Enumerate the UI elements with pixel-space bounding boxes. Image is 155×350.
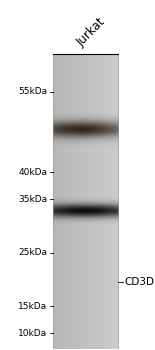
- Text: Jurkat: Jurkat: [74, 15, 108, 49]
- Text: 25kDa: 25kDa: [18, 248, 47, 257]
- Text: 55kDa: 55kDa: [18, 88, 47, 96]
- Text: 10kDa: 10kDa: [18, 329, 47, 338]
- Text: 40kDa: 40kDa: [18, 168, 47, 177]
- Text: CD3D: CD3D: [124, 277, 154, 287]
- Text: 35kDa: 35kDa: [18, 195, 47, 204]
- Text: 15kDa: 15kDa: [18, 302, 47, 311]
